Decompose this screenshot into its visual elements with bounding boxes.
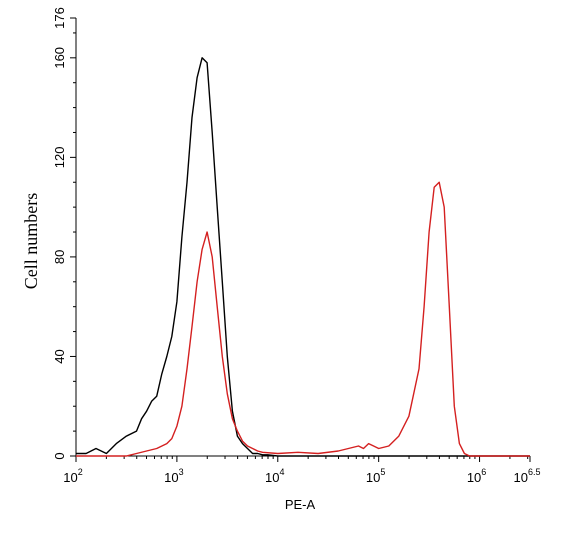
x-tick-label: 106 [467, 467, 486, 485]
y-tick-label: 40 [52, 349, 67, 363]
x-tick-label: 105 [366, 467, 385, 485]
y-tick-label: 176 [52, 7, 67, 29]
y-tick-label: 80 [52, 250, 67, 264]
y-axis-title: Cell numbers [21, 193, 41, 290]
series-layer [76, 57, 530, 457]
x-tick-label: 106.5 [514, 467, 541, 485]
x-axis: 102 103 104 105 106 106.5 [63, 456, 540, 485]
x-tick-label: 103 [164, 467, 183, 485]
x-tick-label: 104 [265, 467, 284, 485]
plot-frame [75, 18, 530, 457]
y-tick-label: 160 [52, 47, 67, 69]
series-line-1 [76, 57, 530, 457]
x-tick-label: 102 [63, 467, 82, 485]
y-axis: 0 40 80 120 160 176 [52, 7, 76, 460]
y-tick-label: 120 [52, 147, 67, 169]
series-line-2 [76, 181, 530, 457]
y-tick-label: 0 [52, 452, 67, 459]
x-axis-title: PE-A [285, 497, 316, 512]
